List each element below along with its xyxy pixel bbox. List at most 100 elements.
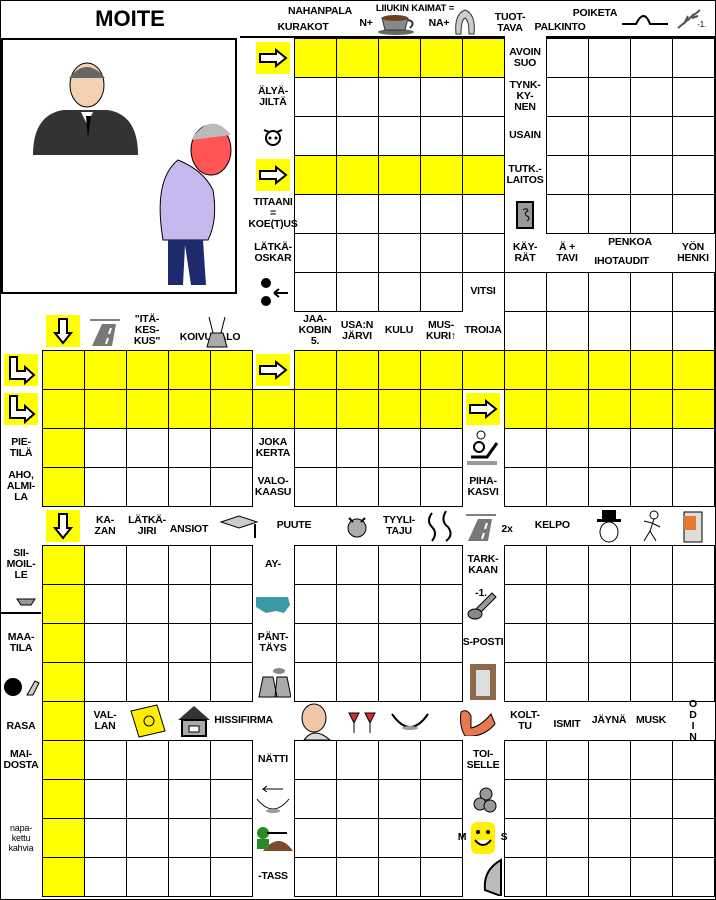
answer-cell[interactable] [294, 623, 337, 663]
answer-cell-highlighted[interactable] [42, 662, 85, 702]
answer-cell[interactable] [630, 584, 673, 624]
answer-cell[interactable] [168, 740, 211, 780]
answer-cell[interactable] [420, 740, 463, 780]
answer-cell[interactable] [168, 779, 211, 819]
answer-cell[interactable] [420, 233, 463, 273]
answer-cell[interactable] [672, 77, 715, 117]
answer-cell[interactable] [630, 623, 673, 663]
answer-cell[interactable] [630, 857, 673, 897]
answer-cell-highlighted[interactable] [420, 155, 463, 195]
answer-cell[interactable] [168, 545, 211, 585]
answer-cell[interactable] [336, 272, 379, 312]
answer-cell[interactable] [84, 623, 127, 663]
answer-cell[interactable] [294, 545, 337, 585]
answer-cell[interactable] [210, 584, 253, 624]
answer-cell[interactable] [378, 428, 421, 468]
answer-cell-highlighted[interactable] [126, 350, 169, 390]
answer-cell[interactable] [378, 272, 421, 312]
answer-cell-highlighted[interactable] [294, 155, 337, 195]
answer-cell[interactable] [84, 467, 127, 507]
answer-cell[interactable] [462, 233, 505, 273]
answer-cell[interactable] [546, 623, 589, 663]
answer-cell[interactable] [588, 818, 631, 858]
answer-cell[interactable] [504, 545, 547, 585]
answer-cell[interactable] [378, 545, 421, 585]
answer-cell[interactable] [672, 38, 715, 78]
answer-cell[interactable] [294, 857, 337, 897]
answer-cell-highlighted[interactable] [420, 38, 463, 78]
answer-cell-highlighted[interactable] [168, 389, 211, 429]
answer-cell[interactable] [168, 428, 211, 468]
answer-cell[interactable] [294, 740, 337, 780]
answer-cell[interactable] [378, 77, 421, 117]
answer-cell[interactable] [210, 740, 253, 780]
answer-cell[interactable] [294, 818, 337, 858]
answer-cell-highlighted[interactable] [378, 155, 421, 195]
answer-cell[interactable] [126, 584, 169, 624]
answer-cell[interactable] [672, 155, 715, 195]
answer-cell-highlighted[interactable] [672, 389, 715, 429]
answer-cell[interactable] [210, 662, 253, 702]
answer-cell[interactable] [84, 662, 127, 702]
answer-cell[interactable] [504, 662, 547, 702]
answer-cell-highlighted[interactable] [336, 350, 379, 390]
answer-cell[interactable] [378, 662, 421, 702]
answer-cell[interactable] [336, 77, 379, 117]
answer-cell[interactable] [210, 857, 253, 897]
answer-cell-highlighted[interactable] [84, 389, 127, 429]
answer-cell[interactable] [672, 467, 715, 507]
answer-cell[interactable] [504, 584, 547, 624]
answer-cell[interactable] [630, 194, 673, 234]
answer-cell[interactable] [462, 116, 505, 156]
answer-cell[interactable] [672, 272, 715, 312]
answer-cell[interactable] [420, 584, 463, 624]
answer-cell[interactable] [420, 428, 463, 468]
answer-cell[interactable] [378, 623, 421, 663]
answer-cell[interactable] [378, 857, 421, 897]
answer-cell[interactable] [630, 272, 673, 312]
answer-cell-highlighted[interactable] [336, 155, 379, 195]
answer-cell[interactable] [546, 740, 589, 780]
answer-cell[interactable] [672, 116, 715, 156]
answer-cell[interactable] [84, 428, 127, 468]
answer-cell[interactable] [84, 857, 127, 897]
answer-cell[interactable] [294, 77, 337, 117]
answer-cell-highlighted[interactable] [630, 350, 673, 390]
answer-cell[interactable] [168, 857, 211, 897]
answer-cell[interactable] [588, 740, 631, 780]
answer-cell[interactable] [420, 779, 463, 819]
answer-cell[interactable] [210, 428, 253, 468]
answer-cell[interactable] [420, 545, 463, 585]
answer-cell[interactable] [336, 857, 379, 897]
answer-cell[interactable] [672, 545, 715, 585]
answer-cell[interactable] [504, 623, 547, 663]
answer-cell[interactable] [336, 233, 379, 273]
answer-cell[interactable] [588, 311, 631, 351]
answer-cell[interactable] [462, 77, 505, 117]
answer-cell[interactable] [84, 779, 127, 819]
answer-cell[interactable] [294, 272, 337, 312]
answer-cell[interactable] [588, 155, 631, 195]
answer-cell-highlighted[interactable] [462, 350, 505, 390]
answer-cell[interactable] [378, 818, 421, 858]
answer-cell[interactable] [336, 779, 379, 819]
answer-cell[interactable] [630, 740, 673, 780]
answer-cell[interactable] [378, 467, 421, 507]
answer-cell[interactable] [504, 740, 547, 780]
answer-cell[interactable] [504, 311, 547, 351]
answer-cell-highlighted[interactable] [294, 389, 337, 429]
answer-cell[interactable] [294, 116, 337, 156]
answer-cell-highlighted[interactable] [42, 623, 85, 663]
answer-cell[interactable] [126, 545, 169, 585]
answer-cell[interactable] [546, 779, 589, 819]
answer-cell[interactable] [672, 194, 715, 234]
answer-cell[interactable] [546, 662, 589, 702]
answer-cell-highlighted[interactable] [42, 545, 85, 585]
answer-cell[interactable] [168, 584, 211, 624]
answer-cell-highlighted[interactable] [42, 857, 85, 897]
answer-cell[interactable] [546, 857, 589, 897]
answer-cell[interactable] [672, 662, 715, 702]
answer-cell[interactable] [504, 272, 547, 312]
answer-cell[interactable] [672, 311, 715, 351]
answer-cell-highlighted[interactable] [42, 701, 85, 741]
